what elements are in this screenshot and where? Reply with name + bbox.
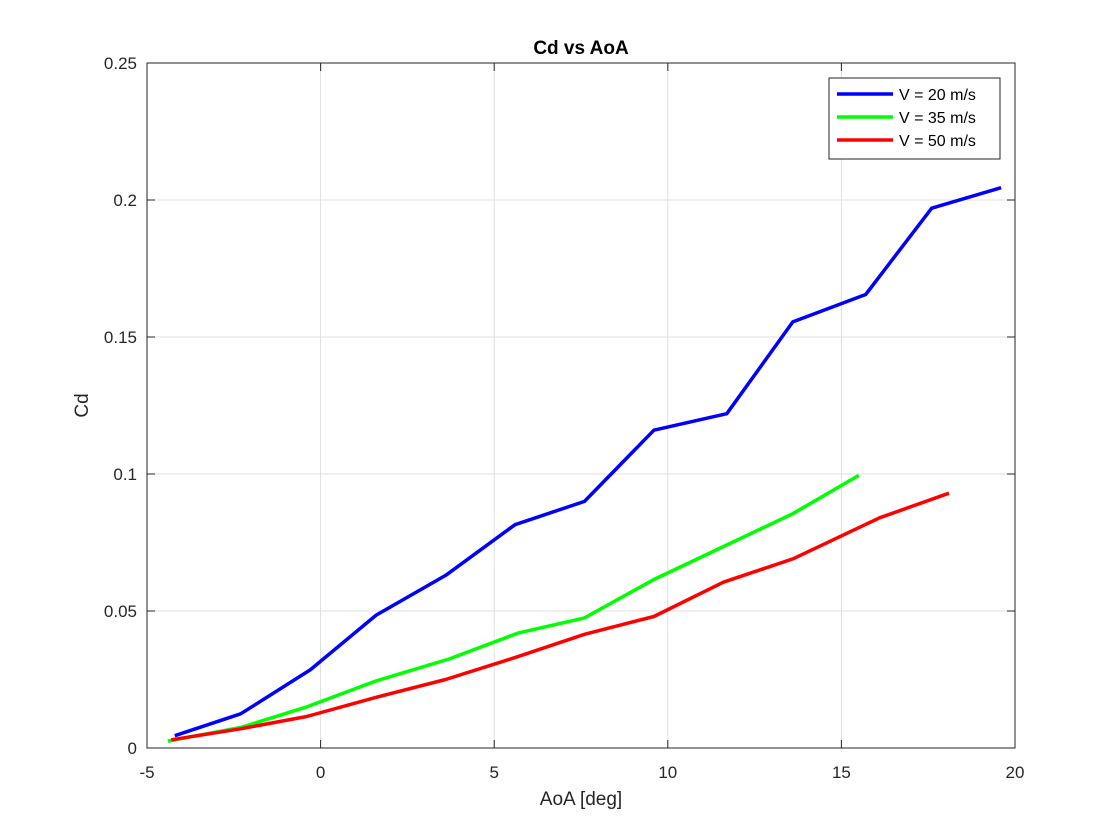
x-tick-label: 20 — [1006, 763, 1025, 782]
x-tick-label: 10 — [658, 763, 677, 782]
x-tick-label: 0 — [316, 763, 325, 782]
series-line — [167, 473, 860, 743]
y-tick-label: 0.05 — [104, 602, 137, 621]
legend-entry-label: V = 50 m/s — [899, 133, 976, 150]
data-series — [167, 186, 1002, 743]
y-tick-label: 0 — [128, 739, 137, 758]
chart-title: Cd vs AoA — [533, 38, 629, 59]
legend-entry-label: V = 20 m/s — [899, 87, 976, 104]
y-tick-label: 0.25 — [104, 54, 137, 73]
series-line — [171, 491, 950, 742]
y-tick-label: 0.15 — [104, 328, 137, 347]
legend-entry-label: V = 35 m/s — [899, 110, 976, 127]
x-tick-label: 15 — [832, 763, 851, 782]
grid-lines — [146, 62, 1016, 749]
y-tick-label: 0.2 — [113, 191, 137, 210]
x-tick-label: -5 — [139, 763, 154, 782]
series-line — [174, 186, 1002, 738]
legend: V = 20 m/s V = 35 m/s V = 50 m/s — [828, 77, 1001, 160]
plot-area-frame — [146, 62, 1016, 749]
y-axis-label: Cd — [72, 393, 93, 417]
x-tick-label: 5 — [489, 763, 498, 782]
y-tick-label: 0.1 — [113, 465, 137, 484]
x-axis-label: AoA [deg] — [540, 789, 622, 810]
